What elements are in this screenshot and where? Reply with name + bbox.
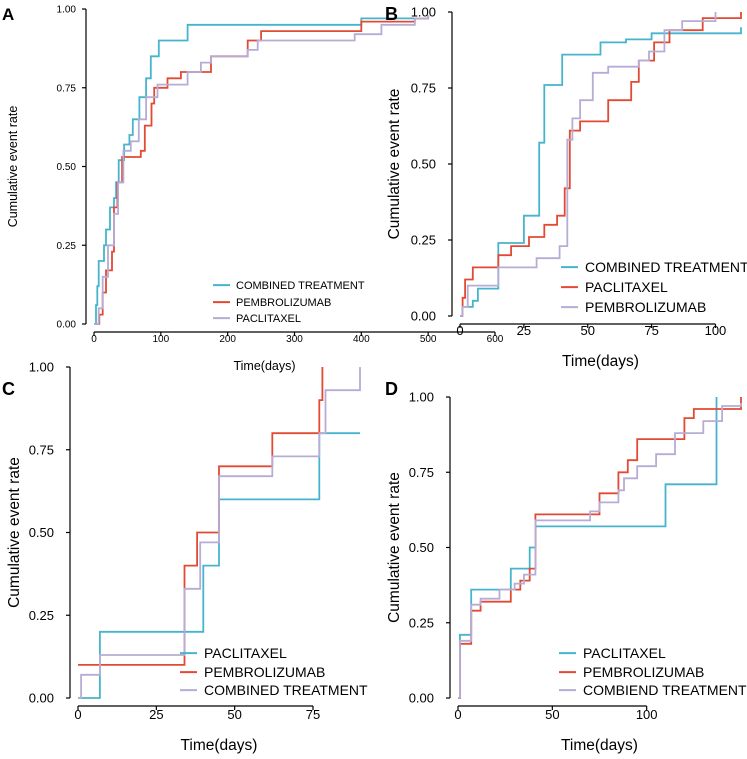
y-axis-title: Cumulative event rate bbox=[386, 472, 403, 623]
panel-letter: D bbox=[385, 379, 398, 399]
series-line-pembrolizumab bbox=[78, 367, 324, 666]
legend-label: PACLITAXEL bbox=[236, 313, 301, 325]
series-line-pembrolizumab bbox=[458, 397, 742, 699]
x-axis-title: Time(days) bbox=[561, 737, 638, 754]
x-axis-title: Time(days) bbox=[233, 359, 295, 373]
y-tick-label: 0.25 bbox=[29, 608, 54, 623]
legend-label: COMBINED TREATMENT bbox=[204, 682, 368, 698]
y-tick-label: 0.00 bbox=[409, 691, 434, 706]
y-axis-title: Cumulative event rate bbox=[6, 457, 23, 608]
legend-label: PEMBROLIZUMAB bbox=[583, 664, 704, 680]
y-tick-label: 0.50 bbox=[57, 162, 77, 173]
y-tick-label: 0.50 bbox=[409, 540, 434, 555]
series-line-combined-treatment bbox=[94, 17, 429, 325]
series-line-pembrolizumab bbox=[460, 12, 717, 317]
legend: COMBINED TREATMENT PEMBROLIZUMAB PACLITAXE… bbox=[213, 280, 365, 325]
series-line-pembrolizumab bbox=[94, 15, 430, 325]
x-tick-label: 75 bbox=[644, 323, 658, 338]
legend-label: PEMBROLIZUMAB bbox=[236, 297, 331, 309]
x-tick-label: 100 bbox=[636, 707, 658, 722]
y-tick-label: 0.75 bbox=[411, 81, 436, 96]
legend: PACLITAXEL PEMBROLIZUMAB COMBIEND TREATMEN… bbox=[559, 645, 747, 698]
axes bbox=[451, 12, 716, 325]
x-tick-label: 500 bbox=[420, 334, 437, 345]
x-tick-label: 0 bbox=[74, 707, 81, 722]
chart-panel-d: D 0 50 100 0.00 0.25 0.50 0.75 1.00 Time(days) Cum… bbox=[385, 379, 747, 754]
y-axis-title: Cumulative event rate bbox=[386, 89, 403, 240]
x-tick-label: 300 bbox=[286, 334, 303, 345]
series-line-combined-treatment bbox=[460, 27, 742, 317]
legend-label: PACLITAXEL bbox=[585, 279, 668, 295]
x-axis-title: Time(days) bbox=[181, 737, 258, 754]
y-tick-label: 0.50 bbox=[411, 157, 436, 172]
y-tick-label: 0.00 bbox=[411, 309, 436, 324]
legend: PACLITAXEL PEMBROLIZUMAB COMBINED TREATMEN… bbox=[180, 645, 368, 698]
chart-panel-b: B 0 25 50 75 100 0.00 0.25 0.50 0.75 1.00 Time(days… bbox=[385, 4, 747, 370]
x-tick-label: 600 bbox=[487, 334, 504, 345]
legend-label: COMBINED TREATMENT bbox=[585, 259, 747, 275]
x-tick-label: 100 bbox=[152, 334, 169, 345]
x-tick-label: 50 bbox=[545, 707, 559, 722]
y-tick-label: 0.75 bbox=[57, 83, 77, 94]
x-tick-label: 50 bbox=[580, 323, 594, 338]
panel-letter: C bbox=[2, 379, 15, 399]
legend-label: COMBINED TREATMENT bbox=[236, 280, 365, 292]
series-line-combined-treatment bbox=[78, 367, 361, 699]
x-tick-label: 0 bbox=[91, 334, 97, 345]
series-line-combiend-treatment bbox=[458, 403, 742, 699]
x-tick-label: 0 bbox=[456, 323, 463, 338]
x-tick-label: 25 bbox=[149, 707, 163, 722]
chart-panel-a: A 0 100 200 300 400 500 600 0.00 0.25 0.50 0.75 1.00… bbox=[2, 5, 504, 374]
y-tick-label: 0.00 bbox=[29, 691, 54, 706]
y-tick-label: 1.00 bbox=[57, 5, 77, 16]
x-tick-label: 75 bbox=[306, 707, 320, 722]
y-tick-label: 0.75 bbox=[409, 465, 434, 480]
y-tick-label: 1.00 bbox=[409, 390, 434, 405]
legend: COMBINED TREATMENT PACLITAXEL PEMBROLIZUMA… bbox=[561, 259, 747, 315]
x-tick-label: 25 bbox=[517, 323, 531, 338]
x-tick-label: 100 bbox=[705, 323, 727, 338]
y-tick-label: 0.50 bbox=[29, 525, 54, 540]
legend-label: PEMBROLIZUMAB bbox=[204, 664, 325, 680]
y-tick-label: 0.75 bbox=[29, 442, 54, 457]
x-tick-label: 400 bbox=[353, 334, 370, 345]
y-axis-title: Cumulative event rate bbox=[6, 106, 20, 228]
y-tick-label: 0.00 bbox=[57, 320, 77, 331]
y-tick-label: 0.25 bbox=[411, 233, 436, 248]
x-tick-label: 0 bbox=[454, 707, 461, 722]
x-tick-label: 200 bbox=[219, 334, 236, 345]
x-tick-label: 50 bbox=[227, 707, 241, 722]
y-tick-label: 0.25 bbox=[57, 241, 77, 252]
y-tick-label: 1.00 bbox=[411, 5, 436, 20]
y-tick-label: 1.00 bbox=[29, 360, 54, 375]
series-line-paclitaxel bbox=[94, 15, 430, 325]
legend-label: COMBIEND TREATMENT bbox=[583, 682, 747, 698]
chart-panel-c: C 0 25 50 75 0.00 0.25 0.50 0.75 1.00 Time(days) Cu… bbox=[2, 360, 368, 754]
y-tick-label: 0.25 bbox=[409, 615, 434, 630]
legend-label: PACLITAXEL bbox=[583, 645, 666, 661]
x-axis-title: Time(days) bbox=[562, 353, 639, 370]
legend-label: PEMBROLIZUMAB bbox=[585, 299, 706, 315]
legend-label: PACLITAXEL bbox=[204, 645, 287, 661]
panel-letter: A bbox=[2, 5, 14, 24]
panel-letter: B bbox=[385, 4, 398, 24]
series-line-paclitaxel bbox=[460, 12, 742, 317]
